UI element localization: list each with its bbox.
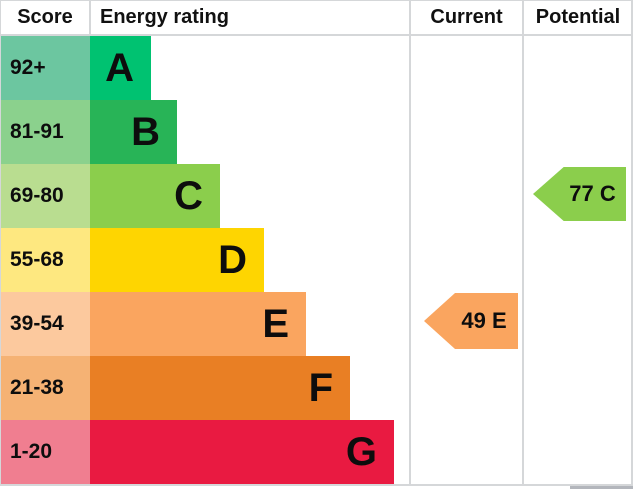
energy-band-row: 21-38 F (0, 356, 633, 420)
band-score-cell: 81-91 (0, 100, 90, 164)
header-potential: Potential (535, 5, 621, 28)
horizontal-scrollbar-thumb[interactable] (570, 486, 633, 489)
grid-score-divider (89, 0, 91, 35)
header-current: Current (430, 5, 503, 28)
band-bar: D (90, 228, 264, 292)
grid-top-border (0, 0, 633, 1)
energy-band-row: 81-91 B (0, 100, 633, 164)
band-bar: A (90, 36, 151, 100)
band-score-cell: 69-80 (0, 164, 90, 228)
grid-current-divider (409, 0, 411, 486)
band-score-cell: 1-20 (0, 420, 90, 484)
band-score-cell: 21-38 (0, 356, 90, 420)
energy-band-row: 55-68 D (0, 228, 633, 292)
header-energy-rating: Energy rating (100, 5, 229, 28)
band-bar: F (90, 356, 350, 420)
band-bar: E (90, 292, 306, 356)
band-score-cell: 39-54 (0, 292, 90, 356)
energy-band-row: 69-80 C (0, 164, 633, 228)
grid-potential-divider (522, 0, 524, 486)
band-bar: C (90, 164, 220, 228)
header-score: Score (17, 5, 73, 28)
energy-band-row: 39-54 E (0, 292, 633, 356)
grid-left-border (0, 0, 1, 486)
band-score-cell: 55-68 (0, 228, 90, 292)
band-bar: G (90, 420, 394, 484)
band-bar: B (90, 100, 177, 164)
band-score-cell: 92+ (0, 36, 90, 100)
energy-band-row: 1-20 G (0, 420, 633, 484)
grid-right-border (631, 0, 633, 486)
grid-header-underline (0, 34, 633, 36)
energy-band-row: 92+ A (0, 36, 633, 100)
grid-bottom-border (0, 484, 633, 486)
